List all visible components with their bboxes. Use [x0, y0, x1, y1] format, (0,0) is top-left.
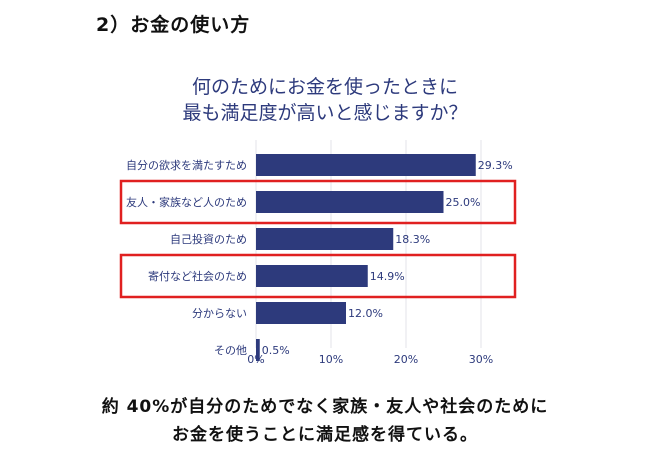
- category-label-1: 友人・家族など人のため: [126, 195, 247, 209]
- bar-1: [256, 191, 444, 213]
- x-tick-label-0: 0%: [247, 353, 264, 366]
- bar-5: [256, 339, 260, 361]
- footer-line-1: 約 40%が自分のためでなく家族・友人や社会のために: [101, 397, 549, 417]
- value-label-3: 14.9%: [370, 270, 405, 283]
- x-tick-label-3: 30%: [469, 353, 493, 366]
- section-heading: 2）お金の使い方: [96, 14, 251, 36]
- footer-line-2: お金を使うことに満足感を得ている。: [172, 425, 478, 445]
- bar-4: [256, 302, 346, 324]
- category-label-3: 寄付など社会のため: [148, 269, 247, 283]
- highlight-box-1: [119, 179, 517, 225]
- bar-chart: 自分の欲求を満たすため 29.3% 友人・家族など人のため 25.0% 自己投資のため 1…: [119, 140, 517, 366]
- category-label-0: 自分の欲求を満たすため: [126, 158, 247, 172]
- category-label-2: 自己投資のため: [170, 232, 247, 246]
- category-label-5: その他: [214, 344, 247, 357]
- value-label-2: 18.3%: [395, 233, 430, 246]
- value-label-0: 29.3%: [478, 159, 513, 172]
- category-label-4: 分からない: [192, 307, 247, 320]
- chart-title-line-1: 何のためにお金を使ったときに: [191, 76, 458, 98]
- bar-0: [256, 154, 476, 176]
- x-tick-label-2: 20%: [394, 353, 418, 366]
- value-label-1: 25.0%: [446, 196, 481, 209]
- chart-title-line-2: 最も満足度が高いと感じますか？: [182, 102, 468, 124]
- value-label-5: 0.5%: [262, 344, 290, 357]
- value-label-4: 12.0%: [348, 307, 383, 320]
- x-tick-label-1: 10%: [319, 353, 343, 366]
- bar-2: [256, 228, 394, 250]
- bar-3: [256, 265, 368, 287]
- highlight-box-3: [119, 253, 517, 299]
